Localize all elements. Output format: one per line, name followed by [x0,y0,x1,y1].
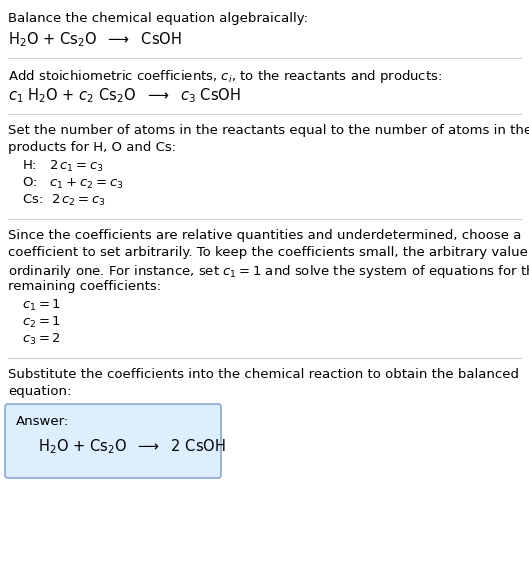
Text: coefficient to set arbitrarily. To keep the coefficients small, the arbitrary va: coefficient to set arbitrarily. To keep … [8,246,529,259]
Text: H$_2$O + Cs$_2$O  $\longrightarrow$  2 CsOH: H$_2$O + Cs$_2$O $\longrightarrow$ 2 CsO… [38,437,226,456]
Text: products for H, O and Cs:: products for H, O and Cs: [8,141,176,154]
Text: Balance the chemical equation algebraically:: Balance the chemical equation algebraica… [8,12,308,25]
Text: Since the coefficients are relative quantities and underdetermined, choose a: Since the coefficients are relative quan… [8,229,522,242]
Text: remaining coefficients:: remaining coefficients: [8,280,161,293]
Text: $c_1 = 1$: $c_1 = 1$ [22,298,61,313]
Text: Cs:  $2\,c_2 = c_3$: Cs: $2\,c_2 = c_3$ [22,193,106,208]
Text: H:   $2\,c_1 = c_3$: H: $2\,c_1 = c_3$ [22,159,104,174]
Text: Substitute the coefficients into the chemical reaction to obtain the balanced: Substitute the coefficients into the che… [8,368,519,381]
Text: O:   $c_1 + c_2 = c_3$: O: $c_1 + c_2 = c_3$ [22,176,124,191]
Text: $c_3 = 2$: $c_3 = 2$ [22,332,61,347]
Text: H$_2$O + Cs$_2$O  $\longrightarrow$  CsOH: H$_2$O + Cs$_2$O $\longrightarrow$ CsOH [8,30,182,49]
Text: Set the number of atoms in the reactants equal to the number of atoms in the: Set the number of atoms in the reactants… [8,124,529,137]
Text: $c_1$ H$_2$O + $c_2$ Cs$_2$O  $\longrightarrow$  $c_3$ CsOH: $c_1$ H$_2$O + $c_2$ Cs$_2$O $\longright… [8,86,241,104]
Text: $c_2 = 1$: $c_2 = 1$ [22,315,61,330]
Text: equation:: equation: [8,385,71,398]
FancyBboxPatch shape [5,404,221,478]
Text: ordinarily one. For instance, set $c_1 = 1$ and solve the system of equations fo: ordinarily one. For instance, set $c_1 =… [8,263,529,280]
Text: Add stoichiometric coefficients, $c_i$, to the reactants and products:: Add stoichiometric coefficients, $c_i$, … [8,68,442,85]
Text: Answer:: Answer: [16,415,69,428]
